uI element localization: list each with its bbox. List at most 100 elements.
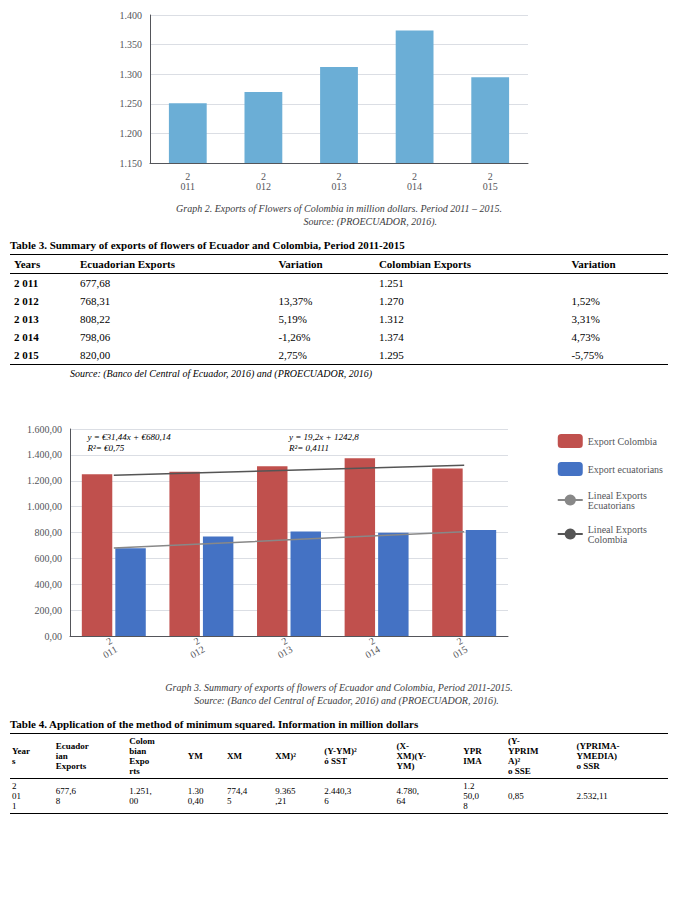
html-text:768,31: 768,31: [80, 295, 111, 307]
svg-text:2: 2: [336, 170, 342, 182]
svg-text:0,00: 0,00: [45, 631, 63, 642]
html-text:2 01 1: 2 01 1: [12, 781, 21, 811]
html-text:13,37%: 13,37%: [278, 295, 313, 307]
html-text:YPR IMA: YPR IMA: [463, 746, 482, 766]
html-text:Colombian Exports: Colombian Exports: [378, 258, 471, 270]
html-text:2.440,3 6: 2.440,3 6: [324, 786, 352, 806]
html-text:Ecuadorian Exports: Ecuadorian Exports: [80, 258, 175, 270]
html-text:1.374: 1.374: [378, 331, 404, 343]
svg-text:600,00: 600,00: [35, 553, 63, 564]
svg-text:2: 2: [104, 634, 115, 647]
html-text:2 013: 2 013: [14, 313, 39, 325]
svg-text:014: 014: [363, 644, 381, 661]
svg-text:012: 012: [256, 181, 271, 192]
html-text:820,00: 820,00: [80, 349, 111, 361]
svg-text:1.150: 1.150: [120, 158, 143, 169]
svg-text:015: 015: [451, 644, 469, 661]
html-text:(Y- YPRIM A)² o SSE: (Y- YPRIM A)² o SSE: [508, 736, 539, 776]
html-text:Table 4. Application of the me: Table 4. Application of the method of mi…: [10, 718, 419, 730]
svg-text:014: 014: [407, 181, 422, 192]
html-text:4,73%: 4,73%: [571, 331, 600, 343]
html-text:Ecuador ian Exports: Ecuador ian Exports: [55, 741, 89, 771]
svg-text:Graph 3. Summary of exports of: Graph 3. Summary of exports of flowers o…: [165, 682, 512, 693]
html-text:YM: YM: [187, 751, 203, 761]
html-text:-5,75%: -5,75%: [571, 349, 604, 361]
html-text:2.532,11: 2.532,11: [576, 791, 608, 801]
html-text:2 011: 2 011: [14, 277, 39, 289]
html-text:2,75%: 2,75%: [278, 349, 307, 361]
html-text:2 012: 2 012: [14, 295, 39, 307]
svg-text:1.400: 1.400: [120, 10, 143, 21]
svg-text:1.250: 1.250: [120, 98, 143, 109]
html-text:XM)²: XM)²: [275, 751, 296, 761]
html-text:677,68: 677,68: [80, 277, 111, 289]
svg-text:2: 2: [185, 170, 191, 182]
html-text:0,85: 0,85: [508, 791, 524, 801]
html-text:774,4 5: 774,4 5: [227, 786, 248, 806]
html-text:-1,26%: -1,26%: [278, 331, 311, 343]
svg-text:1.000,00: 1.000,00: [27, 501, 62, 512]
svg-text:013: 013: [332, 181, 347, 192]
html-text:XM: XM: [227, 751, 242, 761]
svg-text:1.200,00: 1.200,00: [27, 475, 62, 486]
svg-text:011: 011: [101, 644, 119, 661]
svg-text:800,00: 800,00: [35, 527, 63, 538]
svg-text:Source: (PROECUADOR, 2016).: Source: (PROECUADOR, 2016).: [241, 216, 437, 228]
svg-text:1.350: 1.350: [120, 39, 143, 50]
svg-text:011: 011: [180, 181, 195, 192]
svg-text:1.600,00: 1.600,00: [27, 424, 62, 435]
html-text:Colom bian Expo rts: Colom bian Expo rts: [129, 736, 155, 776]
svg-text:R²= €0,75: R²= €0,75: [87, 443, 125, 453]
svg-text:Lineal Exports: Lineal Exports: [587, 523, 647, 535]
svg-text:R²= 0,4111: R²= 0,4111: [288, 443, 329, 453]
svg-text:Graph 2. Exports of Flowers of: Graph 2. Exports of Flowers of Colombia …: [176, 203, 502, 214]
svg-text:1.300: 1.300: [120, 69, 143, 80]
svg-text:2: 2: [454, 634, 465, 647]
html-text:(Y-YM)² ó SST: (Y-YM)² ó SST: [324, 746, 357, 766]
svg-text:Export ecuatorians: Export ecuatorians: [588, 464, 663, 475]
html-text:677,6 8: 677,6 8: [55, 786, 76, 806]
svg-text:015: 015: [483, 181, 498, 192]
html-text:1.312: 1.312: [378, 313, 404, 325]
html-text:Variation: Variation: [571, 258, 616, 270]
svg-text:Lineal Exports: Lineal Exports: [587, 489, 647, 501]
svg-text:Export Colombia: Export Colombia: [588, 436, 658, 447]
html-text:2 015: 2 015: [14, 349, 39, 361]
html-text:5,19%: 5,19%: [278, 313, 307, 325]
svg-text:2: 2: [191, 634, 202, 647]
html-text:2 014: 2 014: [14, 331, 39, 343]
svg-text:2: 2: [367, 634, 377, 647]
html-text:1,52%: 1,52%: [571, 295, 600, 307]
html-text:(X- XM)(Y- YM): (X- XM)(Y- YM): [396, 741, 427, 771]
html-text:808,22: 808,22: [80, 313, 111, 325]
html-text:Source: (Banco del Central of: Source: (Banco del Central of Ecuador, 2…: [70, 368, 373, 379]
svg-text:012: 012: [188, 644, 206, 661]
html-text:1.251: 1.251: [378, 277, 404, 289]
svg-text:2: 2: [260, 170, 266, 182]
html-text:Years: Years: [14, 258, 41, 270]
html-text:1.270: 1.270: [378, 295, 404, 307]
html-text:3,31%: 3,31%: [571, 313, 600, 325]
svg-text:y = 19,2x + 1242,8: y = 19,2x + 1242,8: [288, 432, 359, 442]
html-text:9.365 ,21: 9.365 ,21: [275, 786, 296, 806]
html-text:1.251, 00: 1.251, 00: [129, 786, 152, 806]
svg-text:2: 2: [279, 634, 290, 647]
html-text:Year s: Year s: [12, 746, 30, 766]
html-text:1.30 0,40: 1.30 0,40: [187, 786, 204, 806]
html-text:798,06: 798,06: [80, 331, 111, 343]
html-text:1.2 50,0 8: 1.2 50,0 8: [463, 781, 480, 811]
svg-text:1.400,00: 1.400,00: [27, 449, 62, 460]
html-text:Table 3. Summary of exports of: Table 3. Summary of exports of flowers o…: [10, 239, 405, 251]
svg-text:400,00: 400,00: [35, 579, 63, 590]
svg-text:200,00: 200,00: [35, 605, 63, 616]
svg-text:y = €31,44x + €680,14: y = €31,44x + €680,14: [87, 432, 172, 442]
html-text:(YPRIMA- YMEDIA) o SSR: (YPRIMA- YMEDIA) o SSR: [576, 741, 620, 771]
svg-text:1.200: 1.200: [120, 128, 143, 139]
svg-text:Source: (Banco del Central of: Source: (Banco del Central of Ecuador, 2…: [179, 695, 499, 707]
html-text:Variation: Variation: [278, 258, 323, 270]
svg-text:Ecuatorians: Ecuatorians: [588, 500, 635, 511]
svg-text:Colombia: Colombia: [588, 534, 628, 545]
html-text:4.780, 64: 4.780, 64: [396, 786, 419, 806]
svg-text:013: 013: [276, 644, 294, 661]
html-text:1.295: 1.295: [378, 349, 404, 361]
